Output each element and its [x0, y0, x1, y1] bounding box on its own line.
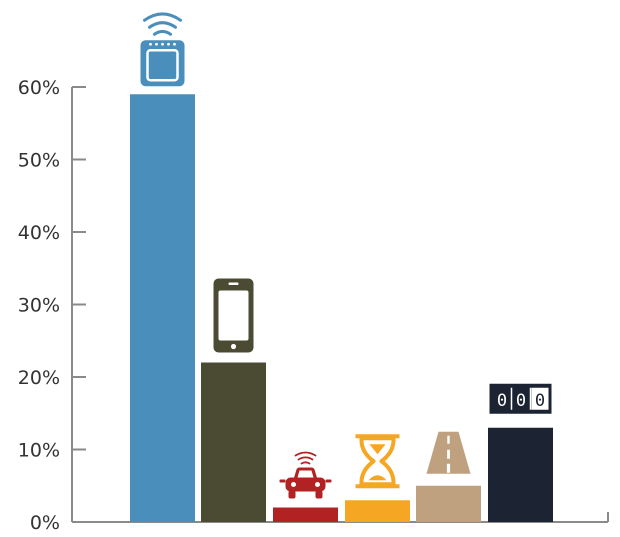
bar [416, 485, 481, 522]
y-tick-label: 10% [18, 440, 60, 462]
y-tick-label: 50% [18, 150, 60, 172]
bar [488, 427, 553, 522]
bar [130, 94, 195, 522]
odometer-digit: 0 [535, 391, 545, 411]
bars [130, 94, 553, 522]
smart-oven-icon [140, 12, 185, 87]
road-icon [426, 431, 471, 474]
smartphone-icon [213, 278, 254, 353]
bar [273, 507, 338, 522]
connected-car-icon [279, 451, 332, 499]
y-tick-label: 20% [18, 367, 60, 389]
y-tick-label: 30% [18, 295, 60, 317]
odometer-digit: 0 [497, 391, 507, 411]
bar [201, 362, 266, 522]
y-tick-label: 60% [18, 77, 60, 99]
y-tick-label: 0% [30, 512, 60, 534]
hourglass-icon [355, 434, 400, 489]
bar [345, 500, 410, 522]
y-tick-label: 40% [18, 222, 60, 244]
odometer-digit: 0 [516, 391, 526, 411]
